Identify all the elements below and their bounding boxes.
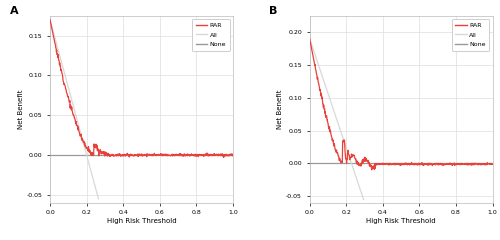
X-axis label: High Risk Threshold: High Risk Threshold <box>366 218 436 224</box>
Legend: RAR, All, None: RAR, All, None <box>192 19 230 51</box>
Y-axis label: Net Benefit: Net Benefit <box>18 90 24 129</box>
Y-axis label: Net Benefit: Net Benefit <box>278 90 283 129</box>
Text: B: B <box>270 6 278 16</box>
Legend: RAR, All, None: RAR, All, None <box>452 19 490 51</box>
X-axis label: High Risk Threshold: High Risk Threshold <box>106 218 176 224</box>
Text: A: A <box>10 6 18 16</box>
